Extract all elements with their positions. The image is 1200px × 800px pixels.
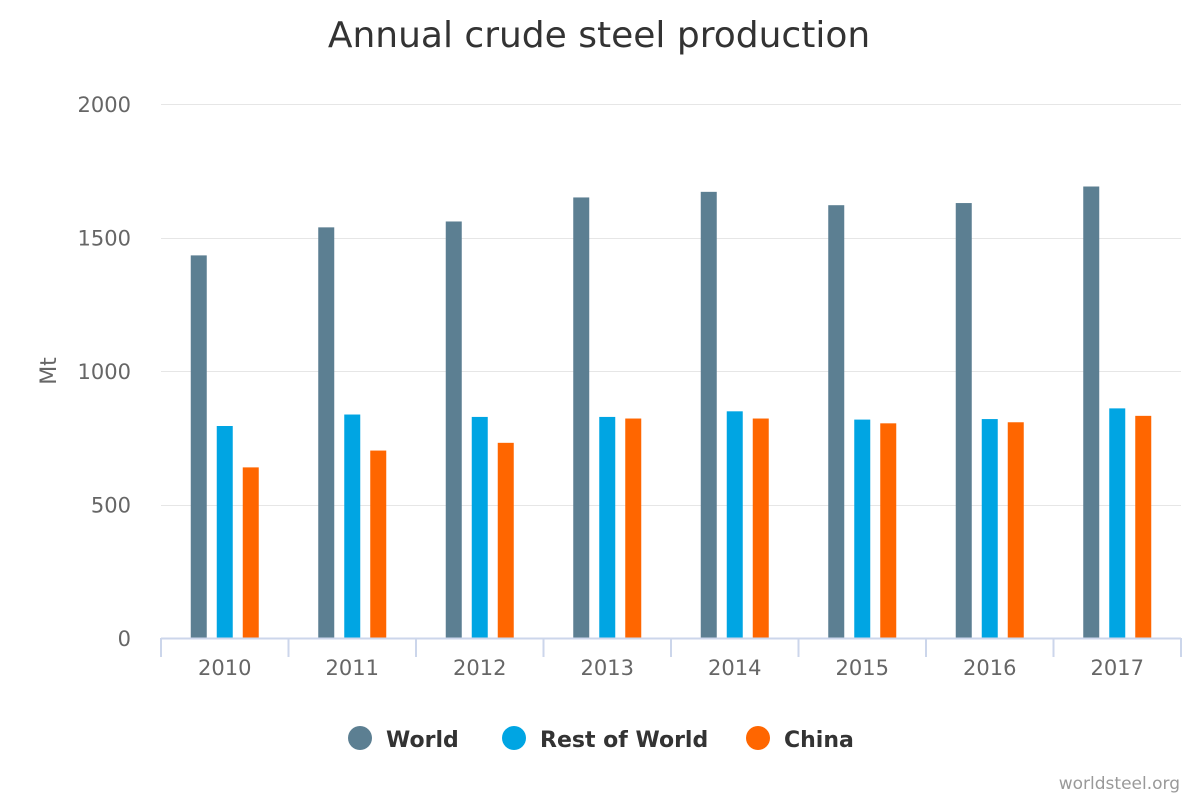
bar-world-2011[interactable] [318,227,335,638]
bar-rest-of-world-2017[interactable] [1109,408,1126,638]
credit-link[interactable]: worldsteel.org [1059,774,1180,794]
legend-marker [502,726,526,750]
bar-china-2011[interactable] [370,450,387,638]
legend-item-china[interactable]: China [746,726,854,753]
x-tick-label: 2017 [1091,656,1144,680]
legend-label: World [386,728,459,753]
y-axis-ticks: 0 500 1000 1500 2000 [78,93,131,651]
bar-world-2015[interactable] [828,205,845,638]
bar-rest-of-world-2011[interactable] [344,414,361,638]
bar-rest-of-world-2014[interactable] [726,411,743,638]
y-tick-label: 0 [118,627,131,651]
x-tick-label: 2013 [581,656,634,680]
bar-rest-of-world-2010[interactable] [216,426,233,638]
bar-world-2016[interactable] [955,203,972,638]
legend-item-world[interactable]: World [348,726,459,753]
bar-china-2016[interactable] [1007,422,1024,638]
bar-china-2017[interactable] [1135,415,1152,638]
bar-china-2013[interactable] [625,418,642,638]
y-tick-label: 2000 [78,93,131,117]
bar-world-2017[interactable] [1083,186,1100,639]
legend[interactable]: World Rest of World China [348,726,854,753]
bar-china-2015[interactable] [880,423,897,638]
legend-label: Rest of World [540,728,708,753]
x-tick-label: 2014 [708,656,761,680]
bar-rest-of-world-2016[interactable] [981,419,998,638]
bar-world-2010[interactable] [190,255,207,638]
bar-world-2013[interactable] [573,197,590,638]
y-tick-label: 1500 [78,227,131,251]
y-axis-title: Mt [37,357,62,385]
bars [190,186,1152,639]
y-tick-label: 1000 [78,360,131,384]
x-tick-label: 2012 [453,656,506,680]
bar-rest-of-world-2013[interactable] [599,416,616,638]
grid-lines [161,104,1181,506]
bar-china-2014[interactable] [752,418,769,638]
bar-world-2012[interactable] [445,221,462,639]
x-axis: 2010 2011 2012 2013 2014 2015 2016 2017 [160,637,1182,680]
chart-title: Annual crude steel production [328,15,870,56]
bar-china-2010[interactable] [242,467,259,638]
x-tick-label: 2010 [198,656,251,680]
legend-label: China [784,728,854,753]
x-tick-label: 2015 [836,656,889,680]
bar-rest-of-world-2015[interactable] [854,419,871,638]
legend-item-rest-of-world[interactable]: Rest of World [502,726,708,753]
bar-china-2012[interactable] [497,442,514,638]
x-tick-label: 2016 [963,656,1016,680]
x-tick-label: 2011 [326,656,379,680]
legend-marker [348,726,372,750]
bar-world-2014[interactable] [700,191,717,638]
bar-rest-of-world-2012[interactable] [471,416,488,638]
y-tick-label: 500 [91,494,131,518]
legend-marker [746,726,770,750]
